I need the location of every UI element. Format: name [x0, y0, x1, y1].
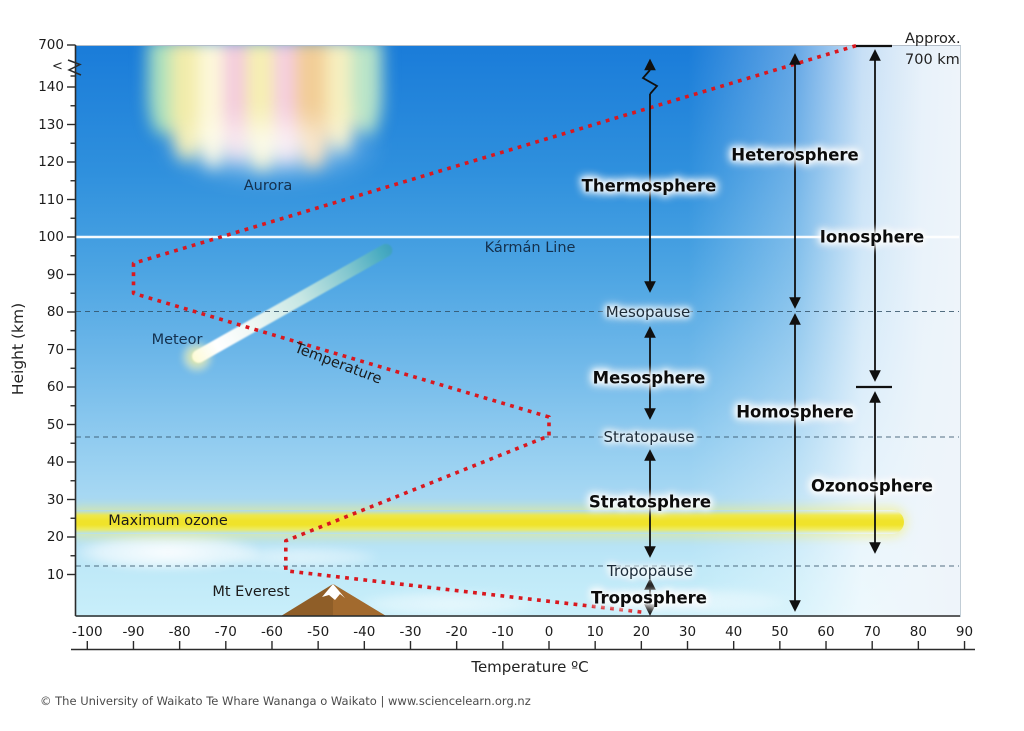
x-tick-label: 50 — [771, 624, 789, 640]
label-stratosphere: Stratosphere — [588, 492, 712, 512]
x-axis-title: Temperature ºC — [471, 658, 589, 676]
label-maximum-ozone: Maximum ozone — [108, 513, 228, 529]
label-thermosphere: Thermosphere — [581, 176, 717, 196]
y-tick-label: 110 — [38, 191, 64, 208]
label-mt-everest: Mt Everest — [212, 584, 290, 600]
x-tick-label: 60 — [817, 624, 835, 640]
label-stratopause: Stratopause — [603, 428, 695, 446]
y-tick-label: 70 — [46, 341, 64, 358]
label-tropopause: Tropopause — [607, 562, 693, 580]
approx-line2: 700 km — [905, 52, 960, 68]
y-axis-break-glyph: < — [52, 59, 63, 74]
y-tick-label: 90 — [46, 266, 64, 283]
x-tick-label: -50 — [307, 624, 330, 640]
x-tick-label: 40 — [725, 624, 743, 640]
y-tick-label: 100 — [38, 229, 64, 245]
label-ozonosphere: Ozonosphere — [811, 476, 933, 496]
label-meteor: Meteor — [151, 332, 203, 348]
y-tick-label: 10 — [46, 566, 64, 583]
label-homosphere: Homosphere — [736, 402, 854, 422]
x-tick-label: 20 — [632, 624, 650, 640]
x-tick-label: -70 — [214, 624, 237, 640]
label-karman-line: Kármán Line — [484, 240, 576, 256]
y-tick-label: 700 — [38, 37, 64, 53]
copyright-footer: © The University of Waikato Te Whare Wan… — [40, 694, 531, 708]
cloud — [361, 591, 541, 617]
label-mesopause: Mesopause — [605, 303, 691, 321]
label-aurora: Aurora — [243, 178, 293, 194]
x-tick-label: -40 — [353, 624, 376, 640]
approx-line1: Approx. — [905, 31, 961, 47]
label-approx-700km: Approx. 700 km — [905, 29, 961, 71]
x-tick-label: 10 — [586, 624, 604, 640]
aurora-glow — [156, 106, 386, 186]
label-mesosphere: Mesosphere — [592, 368, 706, 388]
x-axis-ticks — [86, 641, 966, 650]
x-tick-label: -20 — [445, 624, 468, 640]
x-tick-label: -30 — [399, 624, 422, 640]
y-tick-label: 60 — [46, 379, 64, 395]
x-tick-label: -100 — [71, 624, 103, 640]
label-heterosphere: Heterosphere — [731, 145, 859, 165]
x-tick-label: -10 — [491, 624, 514, 640]
y-tick-label: 40 — [46, 454, 64, 470]
x-tick-label: 90 — [955, 624, 974, 640]
y-tick-label: 140 — [38, 79, 64, 95]
cloud — [226, 546, 376, 568]
x-tick-label: -80 — [168, 624, 191, 640]
y-tick-label: 80 — [46, 304, 64, 320]
plot-area — [76, 45, 961, 617]
y-tick-label: 120 — [38, 154, 64, 170]
y-tick-label: 130 — [38, 116, 64, 133]
y-axis-ticks — [67, 44, 76, 576]
y-tick-label: 20 — [46, 529, 64, 545]
y-tick-label: 30 — [46, 491, 64, 508]
x-tick-label: 0 — [544, 624, 554, 640]
label-troposphere: Troposphere — [591, 588, 707, 608]
y-axis-title: Height (km) — [9, 302, 27, 396]
x-tick-label: -60 — [260, 624, 283, 640]
x-tick-label: 70 — [863, 624, 881, 640]
x-tick-label: -90 — [122, 624, 145, 640]
y-tick-label: 50 — [46, 416, 64, 433]
x-tick-label: 80 — [909, 624, 927, 640]
label-ionosphere: Ionosphere — [819, 227, 925, 247]
x-tick-label: 30 — [678, 624, 697, 640]
